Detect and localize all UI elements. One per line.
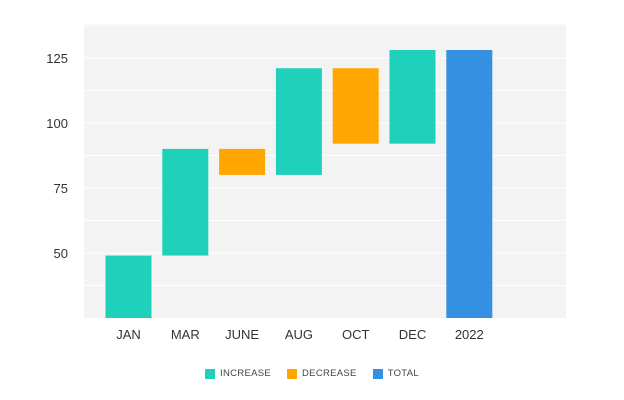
bar-jan <box>105 255 152 318</box>
bars <box>105 50 493 318</box>
x-tick-label: JAN <box>116 327 141 342</box>
legend-item-total: TOTAL <box>372 368 419 379</box>
legend: INCREASE DECREASE TOTAL <box>0 368 624 379</box>
legend-label: DECREASE <box>302 368 357 379</box>
legend-label: TOTAL <box>387 368 419 379</box>
x-tick-label: JUNE <box>225 327 259 342</box>
bar-aug <box>275 68 322 175</box>
y-tick-label: 100 <box>46 116 68 131</box>
plot-background <box>84 24 566 318</box>
bar-2022 <box>446 50 493 318</box>
legend-swatch <box>372 368 383 379</box>
y-tick-label: 125 <box>46 51 68 66</box>
legend-swatch <box>205 368 216 379</box>
legend-label: INCREASE <box>220 368 272 379</box>
y-tick-label: 50 <box>54 246 68 261</box>
waterfall-chart: 50 75 100 125 JAN MAR JUNE AUG OCT DEC 2022 <box>46 24 566 342</box>
x-tick-label: 2022 <box>455 327 484 342</box>
y-tick-label: 75 <box>54 181 68 196</box>
bar-dec <box>389 50 436 144</box>
legend-swatch <box>287 368 298 379</box>
bar-mar <box>162 148 209 256</box>
legend-item-decrease: DECREASE <box>287 368 357 379</box>
x-tick-label: OCT <box>342 327 370 342</box>
bar-june <box>219 148 266 175</box>
x-axis-labels: JAN MAR JUNE AUG OCT DEC 2022 <box>116 327 484 342</box>
legend-item-increase: INCREASE <box>205 368 271 379</box>
y-axis-ticks: 50 75 100 125 <box>46 51 68 261</box>
x-tick-label: DEC <box>399 327 426 342</box>
x-tick-label: AUG <box>285 327 313 342</box>
x-tick-label: MAR <box>171 327 200 342</box>
bar-oct <box>332 68 379 144</box>
